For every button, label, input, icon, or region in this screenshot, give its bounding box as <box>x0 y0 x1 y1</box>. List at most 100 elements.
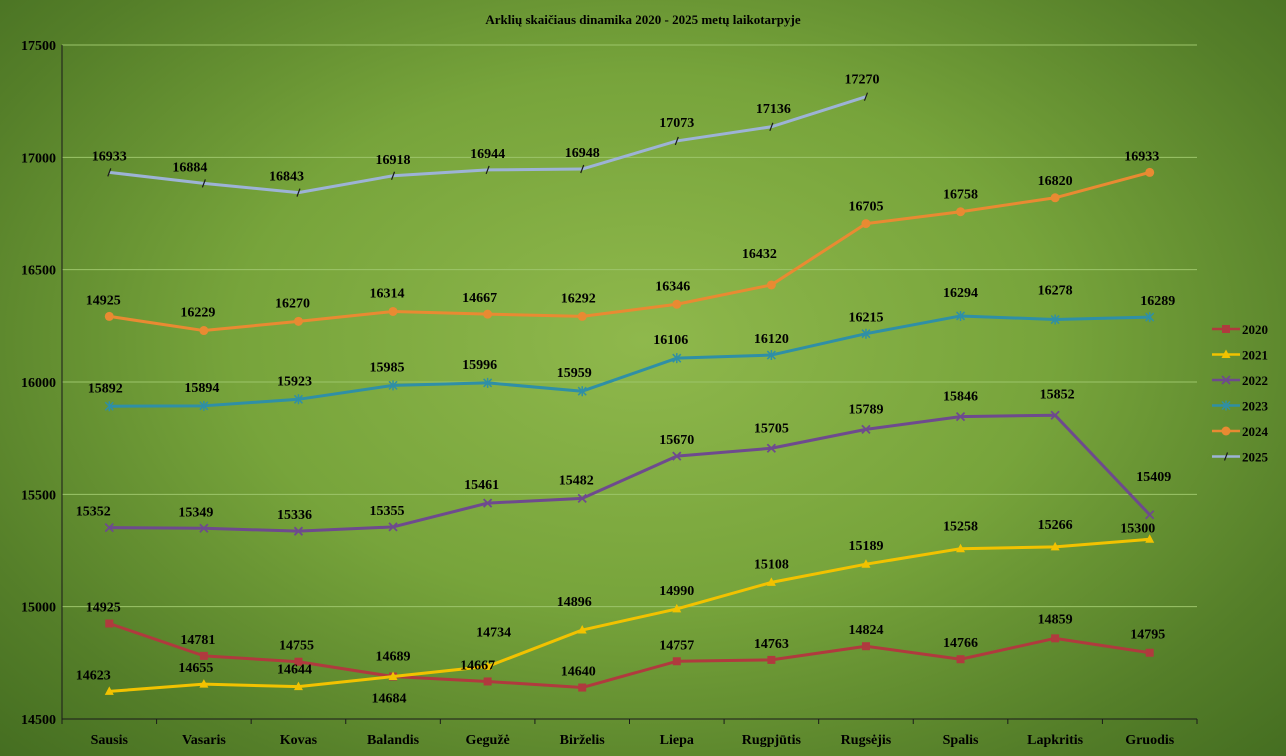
data-point <box>199 679 209 688</box>
data-point <box>1221 375 1231 385</box>
legend-label: 2024 <box>1242 424 1269 439</box>
data-point <box>105 619 114 628</box>
x-tick-label: Liepa <box>660 733 694 748</box>
data-label: 15846 <box>943 390 978 405</box>
data-point <box>201 179 206 188</box>
data-point <box>863 92 869 101</box>
data-label: 16346 <box>655 279 690 294</box>
data-point <box>577 311 587 321</box>
x-tick-label: Lapkritis <box>1027 733 1084 748</box>
data-point <box>766 350 776 361</box>
data-point <box>199 400 209 411</box>
x-tick-label: Gruodis <box>1125 733 1175 748</box>
x-tick-label: Sausis <box>91 733 129 748</box>
data-label: 15996 <box>462 358 497 373</box>
data-point <box>388 380 398 391</box>
series-line-2024 <box>109 170 1151 333</box>
data-label: 16933 <box>1124 149 1159 164</box>
data-point <box>294 657 303 666</box>
y-tick-label: 14500 <box>21 713 56 728</box>
data-label: 14990 <box>659 584 694 599</box>
data-label: 15355 <box>370 504 405 519</box>
data-label: 16120 <box>754 332 789 347</box>
data-point <box>956 310 966 321</box>
data-point <box>672 603 682 613</box>
series-2021 <box>104 534 1155 695</box>
data-point <box>672 299 682 309</box>
data-label: 15894 <box>184 381 219 396</box>
legend-label: 2025 <box>1242 450 1269 465</box>
y-tick-label: 15000 <box>21 601 56 616</box>
data-point <box>1145 534 1155 543</box>
data-point <box>577 625 587 634</box>
data-label: 16884 <box>172 160 207 175</box>
series-line-2020 <box>108 622 1150 690</box>
data-point <box>766 280 776 290</box>
data-label: 14655 <box>178 661 213 676</box>
series <box>104 92 1155 695</box>
series-line-2025 <box>109 95 867 195</box>
data-point <box>482 498 493 508</box>
data-label: 16292 <box>561 291 596 306</box>
data-label: 14766 <box>943 636 978 651</box>
data-label: 15852 <box>1040 387 1075 402</box>
series-line-2022 <box>109 413 1151 533</box>
data-point <box>767 655 776 664</box>
data-label: 16820 <box>1038 174 1073 189</box>
data-point <box>199 523 209 533</box>
data-point <box>674 136 679 146</box>
data-point <box>199 651 208 660</box>
data-point <box>104 311 114 321</box>
data-label: 16918 <box>376 153 411 168</box>
data-label: 14755 <box>279 639 314 654</box>
data-label: 14859 <box>1038 612 1073 627</box>
data-point <box>1050 410 1060 420</box>
legend: 2020 2021 2022 2023 2024 2025 <box>1212 322 1269 465</box>
data-label: 16432 <box>742 247 777 262</box>
data-point <box>388 306 398 316</box>
data-point <box>1221 400 1231 411</box>
data-label: 15352 <box>76 505 111 520</box>
data-label: 14667 <box>460 658 495 673</box>
data-label: 14925 <box>86 601 121 616</box>
data-label: 16705 <box>848 200 883 215</box>
data-point <box>1145 648 1154 657</box>
data-point <box>766 443 777 453</box>
data-point <box>769 122 774 131</box>
data-point <box>388 522 398 532</box>
legend-label: 2023 <box>1242 399 1269 414</box>
x-tick-label: Vasaris <box>182 733 226 748</box>
data-label: 14763 <box>754 637 789 652</box>
data-point <box>956 655 965 664</box>
data-label: 16314 <box>370 286 405 301</box>
data-point <box>577 386 587 397</box>
data-label: 16948 <box>565 146 600 161</box>
data-label: 16278 <box>1038 284 1073 299</box>
x-tick-label: Kovas <box>280 733 318 748</box>
legend-item-2022: 2022 <box>1212 373 1268 388</box>
data-label: 14667 <box>462 291 497 306</box>
data-label: 17073 <box>659 116 694 131</box>
data-point <box>861 559 871 568</box>
data-point <box>1222 325 1230 333</box>
data-label: 15461 <box>464 478 499 493</box>
data-point <box>1221 426 1231 436</box>
legend-item-2025: 2025 <box>1212 450 1269 465</box>
legend-item-2020: 2020 <box>1212 322 1268 337</box>
x-tick-label: Birželis <box>560 733 606 748</box>
data-label: 15300 <box>1120 521 1155 536</box>
data-point <box>861 219 871 229</box>
data-point <box>104 686 114 695</box>
data-point <box>672 657 681 666</box>
data-point <box>107 168 112 177</box>
series-2022 <box>104 410 1155 536</box>
data-point <box>293 681 303 691</box>
data-label: 14644 <box>277 663 312 678</box>
data-label: 15409 <box>1136 470 1171 485</box>
x-tick-label: Rugsėjis <box>841 733 892 748</box>
data-label: 17270 <box>844 73 879 88</box>
data-point <box>293 526 304 536</box>
data-point <box>1221 349 1231 358</box>
x-tick-label: Rugpjūtis <box>742 733 802 748</box>
